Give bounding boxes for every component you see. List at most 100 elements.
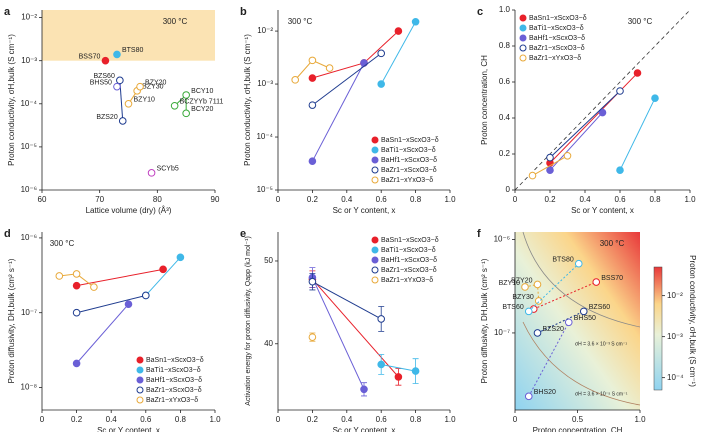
panel-label: e bbox=[240, 228, 246, 240]
point bbox=[377, 360, 386, 369]
point-label: BHS50 bbox=[574, 315, 596, 322]
legend-marker bbox=[371, 246, 379, 254]
legend-label: BaSn1−xScxO3−δ bbox=[381, 137, 439, 144]
series-line bbox=[312, 281, 382, 320]
point bbox=[308, 56, 317, 65]
point-label: BCY20 bbox=[191, 106, 213, 113]
point-label: BCY10 bbox=[191, 88, 213, 95]
y-tick-label: 0.4 bbox=[499, 113, 511, 122]
legend-marker bbox=[136, 386, 144, 394]
legend-marker bbox=[136, 356, 144, 364]
point bbox=[72, 308, 81, 317]
legend-label: BaSn1−xScxO3−δ bbox=[146, 357, 204, 364]
point bbox=[72, 281, 81, 290]
colorbar-tick-label: 10⁻⁴ bbox=[667, 373, 684, 382]
series-line bbox=[380, 21, 417, 85]
x-tick-label: 70 bbox=[95, 195, 104, 204]
x-tick-label: 0.6 bbox=[376, 415, 388, 424]
point bbox=[90, 283, 98, 291]
y-tick-label: 10⁻⁷ bbox=[21, 308, 37, 317]
colorbar bbox=[653, 266, 663, 391]
point bbox=[118, 117, 127, 125]
legend-marker bbox=[371, 266, 379, 274]
annotation: 300 °C bbox=[600, 239, 625, 248]
y-tick-label: 10⁻⁶ bbox=[21, 233, 37, 242]
legend-label: BaSn1−xScxO3−δ bbox=[529, 15, 587, 22]
point bbox=[360, 59, 368, 67]
point bbox=[142, 291, 150, 300]
point bbox=[533, 280, 542, 289]
series-line bbox=[312, 278, 399, 378]
point bbox=[72, 270, 81, 278]
point bbox=[394, 373, 403, 381]
point bbox=[308, 74, 317, 82]
x-tick-label: 0 bbox=[276, 195, 281, 204]
x-tick-label: 0.2 bbox=[544, 195, 556, 204]
series-line bbox=[312, 52, 382, 106]
series-line bbox=[532, 155, 568, 177]
legend-marker bbox=[519, 34, 527, 42]
legend-marker bbox=[371, 136, 379, 144]
point bbox=[377, 80, 386, 88]
y-axis-label: Proton conductivity, σH,bulk (S cm⁻¹) bbox=[7, 34, 16, 166]
series-line bbox=[619, 97, 656, 171]
legend-marker bbox=[136, 376, 144, 384]
point bbox=[528, 171, 537, 180]
point bbox=[136, 82, 144, 91]
panel-label: d bbox=[4, 228, 11, 240]
x-axis-label: Sc or Y content, x bbox=[333, 426, 396, 432]
x-tick-label: 0.6 bbox=[614, 195, 626, 204]
point bbox=[616, 87, 624, 95]
x-tick-label: 1.0 bbox=[444, 415, 456, 424]
x-tick-label: 0.6 bbox=[376, 195, 388, 204]
x-tick-label: 90 bbox=[211, 195, 220, 204]
point bbox=[101, 56, 110, 65]
point bbox=[633, 69, 642, 77]
point bbox=[563, 152, 572, 160]
point bbox=[524, 392, 533, 401]
x-tick-label: 0.4 bbox=[106, 415, 118, 424]
y-axis-label: Proton diffusivity, DH,bulk (cm² s⁻¹) bbox=[480, 258, 489, 383]
y-axis-label: Proton conductivity, σH,bulk (S cm⁻¹) bbox=[243, 34, 252, 166]
legend-label: BaTi1−xScxO3−δ bbox=[381, 147, 436, 154]
point bbox=[55, 272, 64, 280]
point-label: SCYb5 bbox=[157, 166, 179, 173]
x-tick-label: 0 bbox=[513, 195, 518, 204]
y-tick-label: 0.6 bbox=[499, 77, 511, 86]
legend-label: BaZr1−xScxO3−δ bbox=[381, 167, 437, 174]
x-tick-label: 1.0 bbox=[209, 415, 221, 424]
legend-label: BaHf1−xScxO3−δ bbox=[146, 377, 202, 384]
point-label: BZS20 bbox=[96, 114, 118, 121]
point-label: BZS60 bbox=[93, 73, 115, 80]
x-tick-label: 1.0 bbox=[444, 195, 456, 204]
series-line bbox=[76, 303, 129, 364]
y-tick-label: 10⁻⁵ bbox=[257, 185, 273, 194]
y-tick-label: 10⁻⁶ bbox=[494, 235, 510, 244]
legend-label: BaHf1−xScxO3−δ bbox=[529, 35, 585, 42]
x-axis-label: Sc or Y content, x bbox=[97, 426, 160, 432]
y-tick-label: 10⁻² bbox=[21, 13, 37, 22]
point bbox=[411, 367, 420, 375]
x-tick-label: 0.8 bbox=[175, 415, 187, 424]
point-label: BZS20 bbox=[543, 326, 565, 333]
legend-marker bbox=[371, 256, 379, 264]
y-axis-label: Proton diffusivity, DH,bulk (cm² s⁻¹) bbox=[7, 258, 16, 383]
point bbox=[533, 329, 542, 337]
legend-marker bbox=[371, 176, 379, 184]
point bbox=[325, 64, 334, 72]
y-tick-label: 10⁻⁵ bbox=[21, 142, 37, 151]
point bbox=[534, 297, 543, 305]
point-label: BZY30 bbox=[142, 84, 164, 91]
legend-marker bbox=[519, 24, 527, 32]
annotation: 300 °C bbox=[628, 17, 653, 26]
point bbox=[72, 359, 81, 368]
annotation: 300 °C bbox=[288, 17, 313, 26]
panel-label: f bbox=[477, 228, 481, 240]
y-tick-label: 10⁻⁴ bbox=[20, 99, 37, 108]
legend-marker bbox=[519, 14, 527, 22]
legend-marker bbox=[371, 156, 379, 164]
annotation: 300 °C bbox=[163, 17, 188, 26]
y-axis-label: Proton concentration, CH bbox=[480, 55, 489, 145]
point-label: BZS60 bbox=[589, 304, 611, 311]
point bbox=[170, 101, 179, 110]
